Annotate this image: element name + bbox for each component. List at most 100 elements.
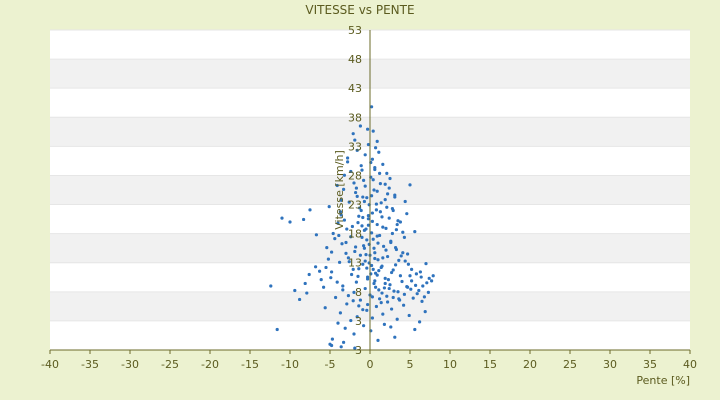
data-point: [327, 205, 331, 209]
data-point: [352, 290, 356, 294]
data-point: [293, 288, 297, 293]
x-axis-title: Pente [%]: [636, 374, 690, 387]
x-tick-label: -5: [325, 358, 336, 371]
data-point: [360, 224, 364, 228]
data-point: [395, 222, 399, 227]
data-point: [382, 322, 386, 326]
data-point: [414, 283, 418, 287]
data-point: [406, 262, 410, 266]
data-point: [339, 198, 343, 202]
data-point: [319, 278, 323, 282]
y-tick-label: 43: [348, 82, 362, 95]
data-point: [354, 245, 358, 249]
data-point: [387, 286, 391, 291]
tick-labels: -40 -35 -30 -25 -20 -15 -10 -5 0 5 10 15 20 25 30 35 40 5…: [41, 24, 697, 371]
data-point: [362, 178, 366, 182]
data-point: [377, 269, 381, 273]
data-point: [338, 210, 342, 214]
data-point: [345, 227, 349, 231]
data-point: [352, 181, 356, 185]
data-point: [387, 216, 391, 220]
data-point: [383, 281, 387, 286]
data-point: [370, 194, 374, 198]
data-point: [381, 162, 385, 166]
data-point: [361, 215, 365, 220]
data-point: [372, 246, 376, 250]
data-point: [372, 188, 376, 192]
data-point: [318, 269, 322, 273]
data-point: [381, 312, 385, 316]
data-point: [347, 200, 351, 204]
y-axis-title: Vitesse [km/h]: [333, 150, 346, 230]
data-point: [341, 284, 345, 288]
y-tick-label: 3: [355, 344, 362, 357]
data-point: [356, 274, 360, 278]
data-point: [330, 343, 334, 348]
data-point: [403, 259, 407, 263]
data-point: [384, 226, 388, 230]
x-tick-label: 0: [367, 358, 374, 371]
data-point: [275, 327, 279, 332]
data-point: [334, 295, 338, 300]
data-point: [422, 295, 426, 299]
data-point: [378, 210, 382, 214]
data-point: [425, 281, 429, 285]
data-point: [371, 267, 375, 271]
data-point: [402, 303, 406, 307]
data-point: [308, 208, 312, 212]
data-point: [359, 208, 363, 213]
data-point: [393, 335, 397, 339]
data-point: [344, 251, 348, 255]
x-tick-label: 5: [407, 358, 414, 371]
data-point: [385, 205, 389, 209]
data-point: [375, 222, 379, 227]
data-point: [357, 267, 361, 271]
data-point: [329, 276, 333, 280]
y-tick-label: 28: [348, 169, 362, 182]
data-point: [302, 217, 306, 222]
data-point: [362, 199, 366, 204]
data-point: [360, 168, 364, 172]
data-point: [378, 297, 382, 301]
data-point: [408, 183, 412, 187]
data-point: [342, 187, 346, 191]
data-point: [323, 306, 327, 310]
data-point: [362, 244, 366, 248]
data-point: [370, 263, 374, 268]
data-point: [370, 295, 374, 299]
data-point: [350, 272, 354, 277]
data-point: [401, 251, 405, 255]
data-point: [418, 270, 422, 274]
data-point: [405, 212, 409, 216]
x-tick-label: 30: [603, 358, 617, 371]
data-point: [366, 277, 370, 281]
data-point: [400, 279, 404, 284]
y-tick-label: 18: [348, 228, 362, 241]
data-point: [342, 173, 346, 177]
data-point: [346, 256, 350, 260]
data-point: [355, 148, 359, 152]
data-point: [353, 138, 357, 142]
x-tick-label: -20: [201, 358, 219, 371]
data-point: [413, 230, 417, 234]
data-point: [373, 279, 377, 283]
data-point: [386, 300, 390, 304]
data-point: [351, 267, 355, 271]
data-point: [397, 258, 401, 262]
data-point: [326, 257, 330, 261]
data-point: [354, 190, 358, 195]
data-point: [349, 318, 353, 323]
data-point: [366, 302, 370, 307]
data-point: [386, 254, 390, 259]
data-point: [386, 192, 390, 196]
y-tick-label: 13: [348, 257, 362, 270]
scatter-points: [269, 105, 435, 350]
data-point: [349, 235, 353, 239]
data-point: [407, 313, 411, 318]
data-point: [376, 258, 380, 262]
data-point: [355, 315, 359, 319]
data-point: [421, 284, 425, 288]
data-point: [398, 274, 402, 278]
data-point: [390, 307, 394, 311]
